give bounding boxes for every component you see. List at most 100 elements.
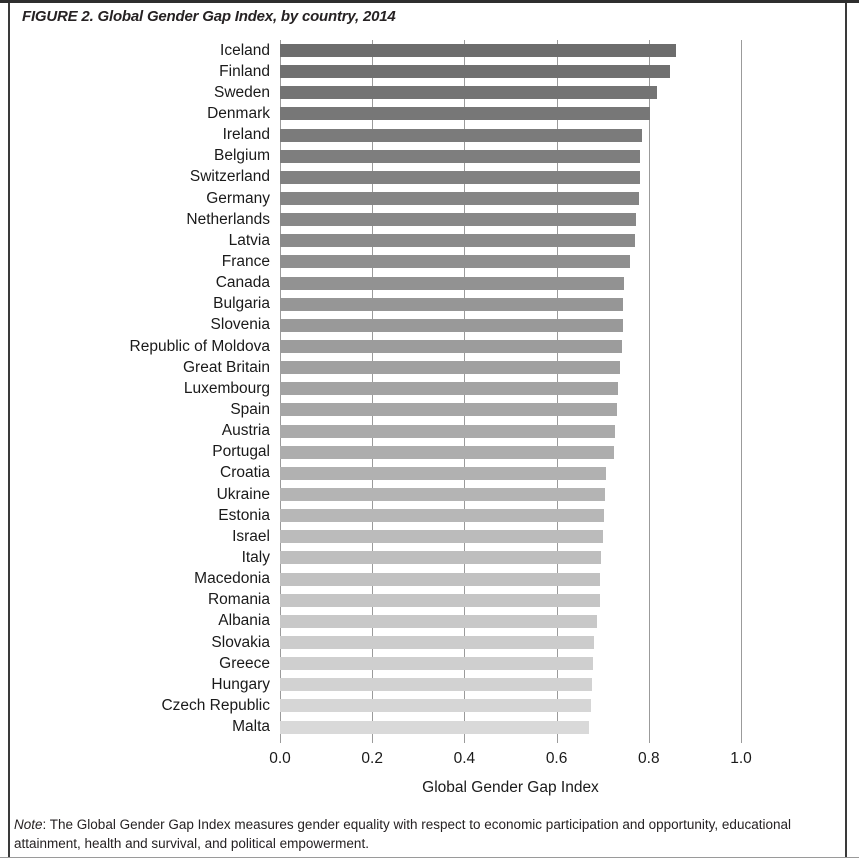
- table-row: France: [0, 251, 859, 272]
- country-label: Denmark: [207, 104, 270, 122]
- country-label: France: [221, 252, 270, 270]
- table-row: Italy: [0, 547, 859, 568]
- table-row: Latvia: [0, 230, 859, 251]
- bar: [280, 255, 630, 269]
- table-row: Ireland: [0, 125, 859, 146]
- country-label: Israel: [232, 527, 270, 545]
- country-label: Great Britain: [182, 358, 270, 376]
- table-row: Portugal: [0, 442, 859, 463]
- country-label: Malta: [232, 718, 270, 736]
- table-row: Israel: [0, 526, 859, 547]
- country-label: Czech Republic: [161, 696, 270, 714]
- country-label: Croatia: [220, 464, 270, 482]
- country-label: Estonia: [218, 506, 270, 524]
- table-row: Luxembourg: [0, 378, 859, 399]
- country-label: Albania: [218, 612, 270, 630]
- x-axis-title: Global Gender Gap Index: [422, 779, 599, 796]
- x-tick-label: 0.8: [638, 750, 660, 767]
- bar: [280, 213, 637, 227]
- table-row: Ukraine: [0, 484, 859, 505]
- table-row: Bulgaria: [0, 294, 859, 315]
- bar: [280, 657, 593, 671]
- table-row: Finland: [0, 61, 859, 82]
- table-row: Germany: [0, 188, 859, 209]
- table-row: Greece: [0, 653, 859, 674]
- bar: [280, 572, 600, 586]
- country-label: Finland: [219, 62, 270, 80]
- country-label: Ireland: [222, 126, 270, 144]
- bar: [280, 636, 594, 649]
- table-row: Czech Republic: [0, 695, 859, 716]
- bar: [280, 44, 676, 58]
- table-row: Iceland: [0, 40, 859, 61]
- table-row: Great Britain: [0, 357, 859, 378]
- x-tick-label: 0.6: [545, 750, 568, 767]
- country-label: Spain: [230, 400, 270, 418]
- country-label: Sweden: [213, 83, 270, 101]
- country-label: Macedonia: [194, 570, 270, 588]
- x-tick-label: 0.0: [269, 750, 291, 767]
- country-label: Ukraine: [216, 485, 270, 503]
- country-label: Italy: [241, 548, 270, 566]
- table-row: Austria: [0, 421, 859, 442]
- table-row: Estonia: [0, 505, 859, 526]
- table-row: Slovenia: [0, 315, 859, 336]
- table-row: Sweden: [0, 82, 859, 103]
- bar: [280, 149, 641, 163]
- bar: [280, 234, 635, 248]
- gridline: [648, 40, 650, 743]
- table-row: Republic of Moldova: [0, 336, 859, 357]
- bar: [280, 297, 623, 311]
- country-label: Hungary: [211, 675, 270, 693]
- bar: [280, 276, 624, 290]
- bar: [280, 614, 597, 628]
- country-label: Slovenia: [210, 316, 270, 334]
- x-tick-label: 1.0: [730, 750, 752, 767]
- bar: [280, 593, 600, 607]
- bar: [280, 445, 614, 459]
- x-axis-ticks: 0.0 0.2 0.4 0.6 0.8 1.0: [0, 750, 859, 770]
- table-row: Spain: [0, 399, 859, 420]
- bar: [280, 318, 623, 332]
- table-row: Hungary: [0, 674, 859, 695]
- bar: [280, 86, 657, 100]
- bar: [280, 192, 639, 206]
- country-label: Romania: [207, 591, 270, 609]
- country-label: Bulgaria: [213, 295, 270, 313]
- table-row: Canada: [0, 273, 859, 294]
- bar: [280, 107, 651, 121]
- bar: [280, 65, 670, 79]
- table-row: Macedonia: [0, 569, 859, 590]
- gridline: [741, 40, 742, 743]
- country-label: Netherlands: [186, 210, 270, 228]
- country-label: Slovakia: [211, 633, 270, 651]
- country-label: Germany: [206, 189, 270, 207]
- country-label: Belgium: [214, 147, 270, 165]
- x-tick-label: 0.4: [453, 750, 476, 767]
- country-label: Latvia: [228, 231, 270, 249]
- bar: [280, 340, 623, 354]
- country-label: Austria: [221, 422, 270, 440]
- figure-title: FIGURE 2. Global Gender Gap Index, by co…: [22, 8, 396, 25]
- bar: [280, 382, 618, 396]
- figure-top-border: [0, 0, 859, 3]
- table-row: Denmark: [0, 103, 859, 124]
- bar: [280, 509, 604, 523]
- bar: [280, 170, 640, 184]
- bar-rows: Iceland Finland Sweden Denmark Ireland Belgiu…: [0, 40, 859, 738]
- country-label: Iceland: [220, 41, 270, 59]
- table-row: Malta: [0, 717, 859, 738]
- figure-note: Note: The Global Gender Gap Index measur…: [14, 815, 840, 853]
- note-label: Note: [14, 817, 43, 832]
- bar: [280, 128, 642, 142]
- note-text: : The Global Gender Gap Index measures g…: [14, 817, 791, 852]
- table-row: Croatia: [0, 463, 859, 484]
- figure-right-border: [845, 3, 847, 857]
- x-tick-label: 0.2: [361, 750, 383, 767]
- country-label: Canada: [215, 274, 270, 292]
- bar: [280, 361, 621, 375]
- table-row: Slovakia: [0, 632, 859, 653]
- country-label: Republic of Moldova: [129, 337, 270, 355]
- country-label: Luxembourg: [183, 379, 270, 397]
- table-row: Switzerland: [0, 167, 859, 188]
